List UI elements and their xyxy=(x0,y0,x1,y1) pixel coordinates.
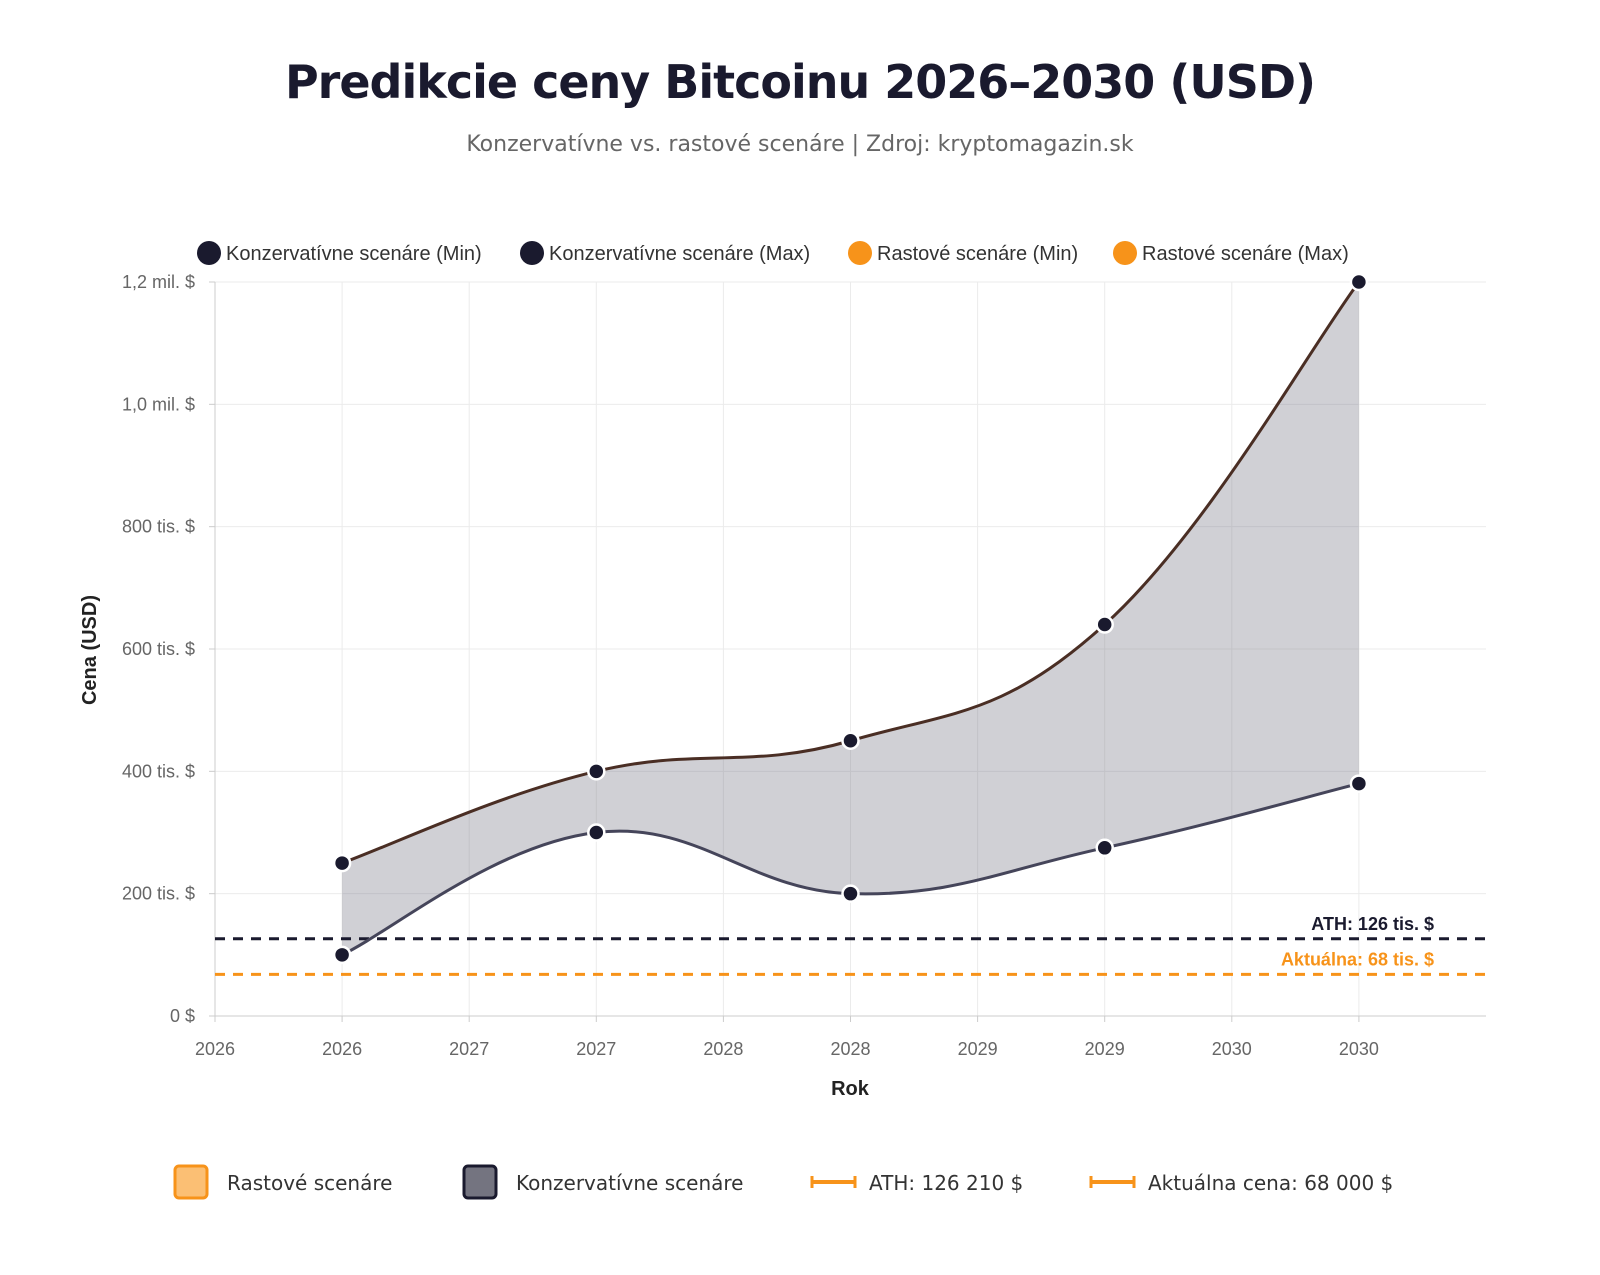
y-tick-label: 1,0 mil. $ xyxy=(122,394,195,414)
legend-label: Rastové scenáre (Max) xyxy=(1142,243,1349,265)
y-tick-label: 1,2 mil. $ xyxy=(122,272,195,292)
legend-marker xyxy=(197,241,221,265)
bottom-legend-label: ATH: 126 210 $ xyxy=(869,1171,1023,1195)
x-tick-label: 2028 xyxy=(830,1039,870,1059)
legend-marker xyxy=(848,241,872,265)
bottom-legend-label: Konzervatívne scenáre xyxy=(516,1171,743,1195)
data-point xyxy=(587,823,606,842)
data-point xyxy=(587,762,606,781)
x-axis-title: Rok xyxy=(831,1078,870,1100)
legend-label: Rastové scenáre (Min) xyxy=(877,243,1078,265)
bottom-legend-swatch xyxy=(462,1164,498,1200)
chart-subtitle: Konzervatívne vs. rastové scenáre | Zdro… xyxy=(466,132,1134,157)
chart-title: Predikcie ceny Bitcoinu 2026–2030 (USD) xyxy=(284,55,1316,109)
y-tick-label: 200 tis. $ xyxy=(122,884,195,904)
x-tick-label: 2029 xyxy=(958,1039,998,1059)
x-tick-label: 2030 xyxy=(1339,1039,1379,1059)
legend-label: Konzervatívne scenáre (Min) xyxy=(226,243,482,265)
legend-marker xyxy=(520,241,544,265)
y-tick-label: 800 tis. $ xyxy=(122,517,195,537)
x-tick-label: 2026 xyxy=(322,1039,362,1059)
data-point xyxy=(1095,615,1114,634)
bottom-legend-swatch xyxy=(173,1164,209,1200)
x-tick-label: 2027 xyxy=(449,1039,489,1059)
y-axis-title: Cena (USD) xyxy=(79,595,101,705)
reference-line-label: ATH: 126 tis. $ xyxy=(1311,914,1434,934)
conservative-range-area xyxy=(342,282,1359,955)
data-point xyxy=(841,731,860,750)
data-point xyxy=(841,884,860,903)
bottom-legend-label: Aktuálna cena: 68 000 $ xyxy=(1148,1171,1393,1195)
legend-marker xyxy=(1113,241,1137,265)
x-tick-label: 2026 xyxy=(195,1039,235,1059)
data-point xyxy=(1349,272,1369,292)
data-point xyxy=(1095,838,1114,858)
y-tick-label: 600 tis. $ xyxy=(122,639,195,659)
data-point xyxy=(1349,774,1369,793)
bottom-legend-label: Rastové scenáre xyxy=(227,1171,392,1195)
series-line-max xyxy=(341,281,1361,865)
x-tick-label: 2029 xyxy=(1085,1039,1125,1059)
x-tick-label: 2030 xyxy=(1212,1039,1252,1059)
y-tick-label: 400 tis. $ xyxy=(122,761,195,781)
x-tick-label: 2028 xyxy=(703,1039,743,1059)
x-tick-label: 2027 xyxy=(576,1039,616,1059)
y-tick-label: 0 $ xyxy=(170,1006,195,1026)
reference-line-label: Aktuálna: 68 tis. $ xyxy=(1281,949,1434,969)
legend-label: Konzervatívne scenáre (Max) xyxy=(549,243,810,265)
data-point xyxy=(332,945,352,965)
data-point xyxy=(332,853,352,873)
